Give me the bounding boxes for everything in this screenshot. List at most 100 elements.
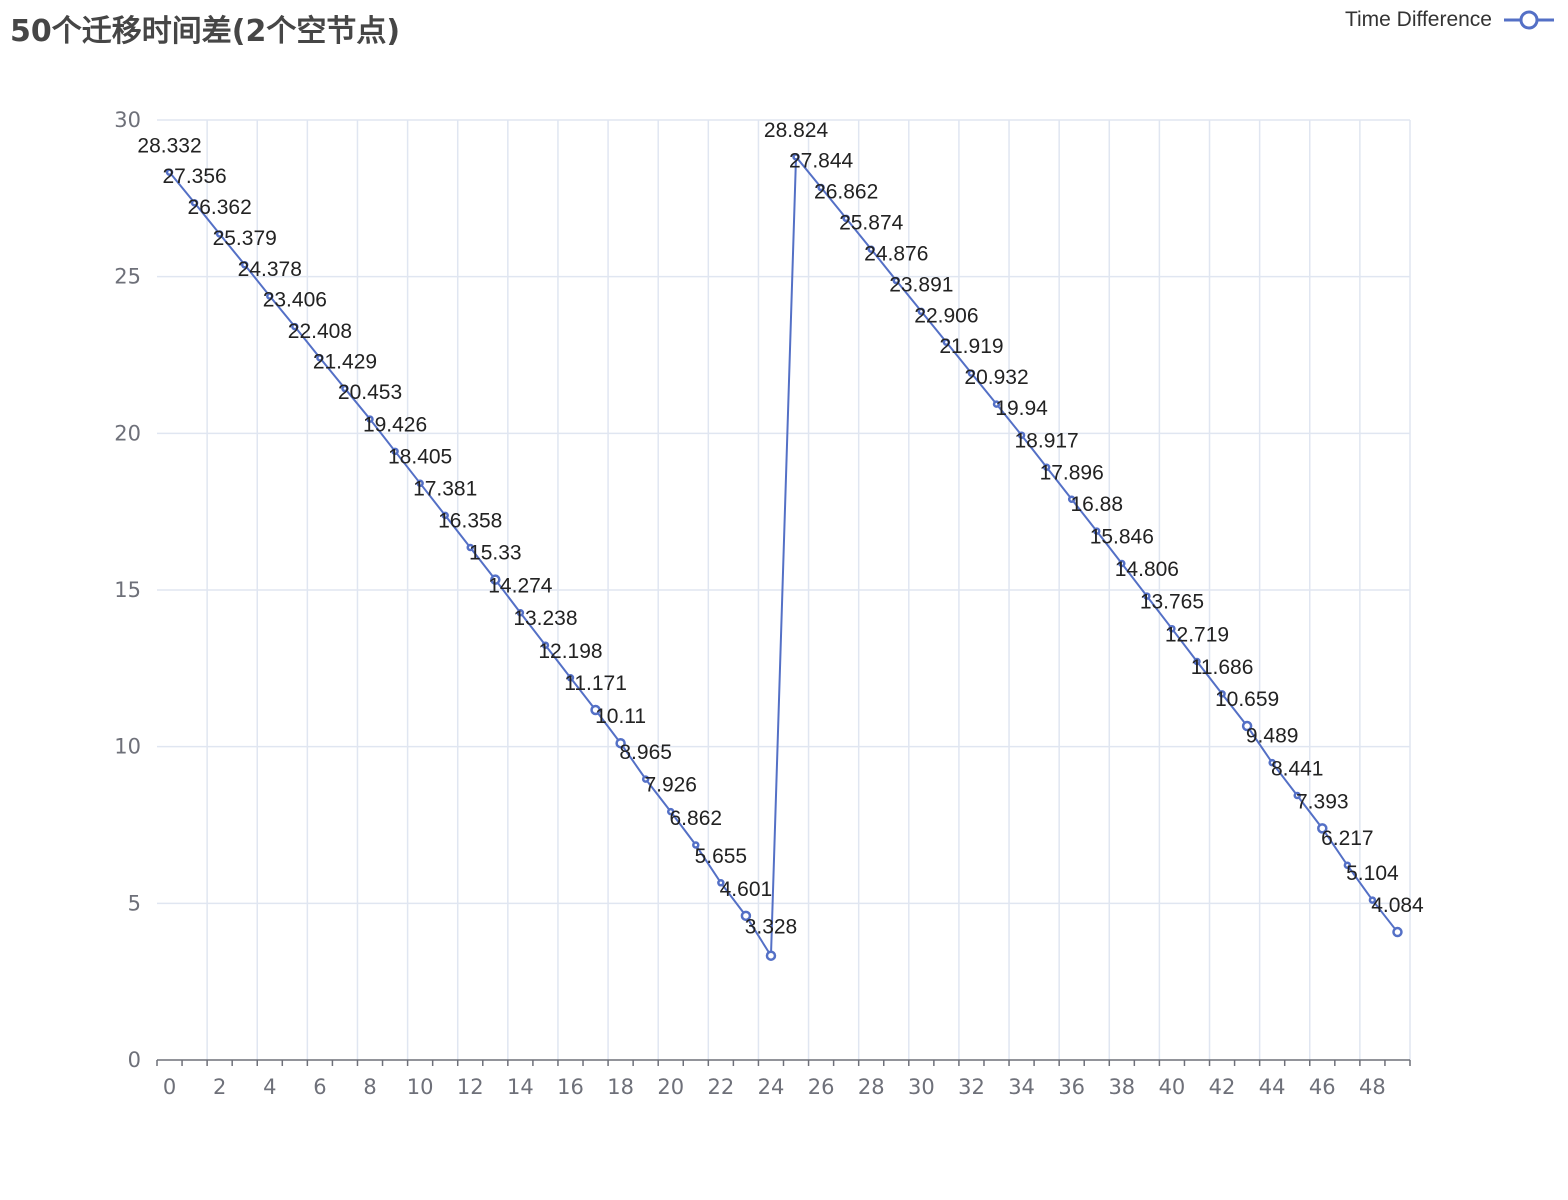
data-point (892, 276, 901, 285)
data-label: 24.876 (864, 243, 928, 266)
data-label: 14.806 (1115, 558, 1179, 581)
data-label: 15.33 (469, 542, 522, 565)
x-tick-label: 14 (507, 1075, 534, 1099)
data-label: 12.719 (1165, 623, 1229, 646)
series-time-difference (165, 153, 1403, 961)
data-label: 5.655 (695, 845, 748, 868)
data-point (566, 674, 575, 682)
data-label: 27.844 (789, 150, 854, 173)
x-tick-label: 36 (1058, 1075, 1085, 1099)
data-label: 19.94 (995, 397, 1048, 420)
data-point (1193, 657, 1201, 666)
x-tick-label: 42 (1209, 1075, 1236, 1099)
data-point (541, 641, 550, 649)
data-label: 10.659 (1215, 688, 1279, 711)
data-point (1042, 463, 1051, 472)
data-label: 8.441 (1271, 758, 1324, 781)
legend[interactable]: Time Difference (1345, 8, 1556, 32)
data-label: 13.765 (1140, 591, 1204, 614)
x-tick-label: 8 (363, 1075, 376, 1099)
y-tick-label: 0 (128, 1048, 141, 1072)
data-label: 18.405 (388, 445, 452, 468)
y-tick-label: 10 (114, 735, 141, 759)
data-point (1218, 690, 1226, 698)
data-point (366, 415, 374, 423)
data-label: 11.686 (1191, 656, 1254, 679)
data-point (942, 338, 951, 347)
data-label: 18.917 (1015, 429, 1079, 452)
data-label: 13.238 (513, 607, 577, 630)
legend-label: Time Difference (1344, 8, 1492, 31)
data-point (165, 168, 174, 177)
data-point (765, 950, 777, 961)
data-point (1392, 926, 1403, 938)
data-point (190, 199, 199, 207)
data-label: 6.862 (670, 807, 723, 830)
data-point (316, 354, 324, 362)
data-point (266, 292, 274, 300)
data-label: 10.11 (595, 705, 646, 728)
x-tick-label: 0 (163, 1075, 176, 1099)
y-tick-label: 5 (128, 891, 141, 915)
data-label: 26.862 (814, 180, 878, 203)
x-tick-label: 6 (313, 1075, 326, 1099)
x-tick-label: 32 (958, 1075, 985, 1099)
data-point (341, 384, 349, 393)
x-tick-label: 4 (263, 1075, 276, 1099)
data-label: 11.171 (564, 672, 627, 695)
data-label: 25.874 (839, 211, 904, 234)
x-tick-label: 44 (1259, 1075, 1286, 1099)
data-point (1368, 896, 1377, 904)
data-label: 27.356 (162, 165, 226, 188)
data-label: 4.084 (1371, 894, 1424, 917)
grid (157, 119, 1411, 1060)
data-label: 4.601 (720, 878, 773, 901)
data-label: 20.932 (964, 366, 1028, 389)
data-point (917, 307, 926, 316)
data-label: 28.824 (764, 119, 829, 142)
data-point (1293, 791, 1301, 800)
data-point (1067, 495, 1076, 504)
data-label: 19.426 (363, 413, 427, 436)
data-label: 26.362 (188, 196, 252, 219)
y-tick-label: 20 (114, 421, 141, 445)
data-label: 21.919 (939, 335, 1003, 358)
y-tick-label: 15 (114, 578, 141, 602)
data-point (1268, 758, 1276, 767)
x-tick-label: 10 (407, 1075, 434, 1099)
data-label: 7.393 (1296, 790, 1349, 813)
x-tick-label: 18 (607, 1075, 634, 1099)
data-label: 16.88 (1070, 493, 1123, 516)
data-label: 20.453 (338, 381, 402, 404)
x-tick-label: 34 (1008, 1075, 1035, 1099)
x-tick-label: 24 (758, 1075, 785, 1099)
data-point (1168, 624, 1176, 633)
data-point (817, 183, 825, 192)
data-point (1093, 527, 1101, 535)
x-tick-label: 26 (808, 1075, 835, 1099)
data-label: 14.274 (488, 575, 553, 598)
data-label: 5.104 (1346, 862, 1399, 885)
x-tick-label: 48 (1359, 1075, 1386, 1099)
data-point (516, 608, 525, 617)
x-tick-label: 12 (457, 1075, 484, 1099)
chart-title: 50个迁移时间差(2个空节点) (10, 14, 401, 49)
data-labels: 28.332 27.356 26.362 25.379 24.378 23.406 22.4… (137, 119, 1424, 939)
data-label: 15.846 (1090, 525, 1154, 548)
data-label: 25.379 (213, 227, 277, 250)
data-point (1241, 720, 1253, 732)
data-label: 9.489 (1246, 725, 1299, 748)
data-point (867, 245, 875, 254)
data-point (717, 879, 725, 887)
x-tick-label: 30 (908, 1075, 935, 1099)
x-tick-label: 2 (213, 1075, 226, 1099)
data-point (590, 704, 601, 716)
data-point (992, 400, 1001, 408)
data-point (391, 447, 399, 456)
data-point (215, 230, 224, 238)
data-point (967, 369, 976, 377)
data-point (1317, 823, 1328, 834)
data-point (692, 841, 700, 849)
data-point (666, 807, 675, 816)
